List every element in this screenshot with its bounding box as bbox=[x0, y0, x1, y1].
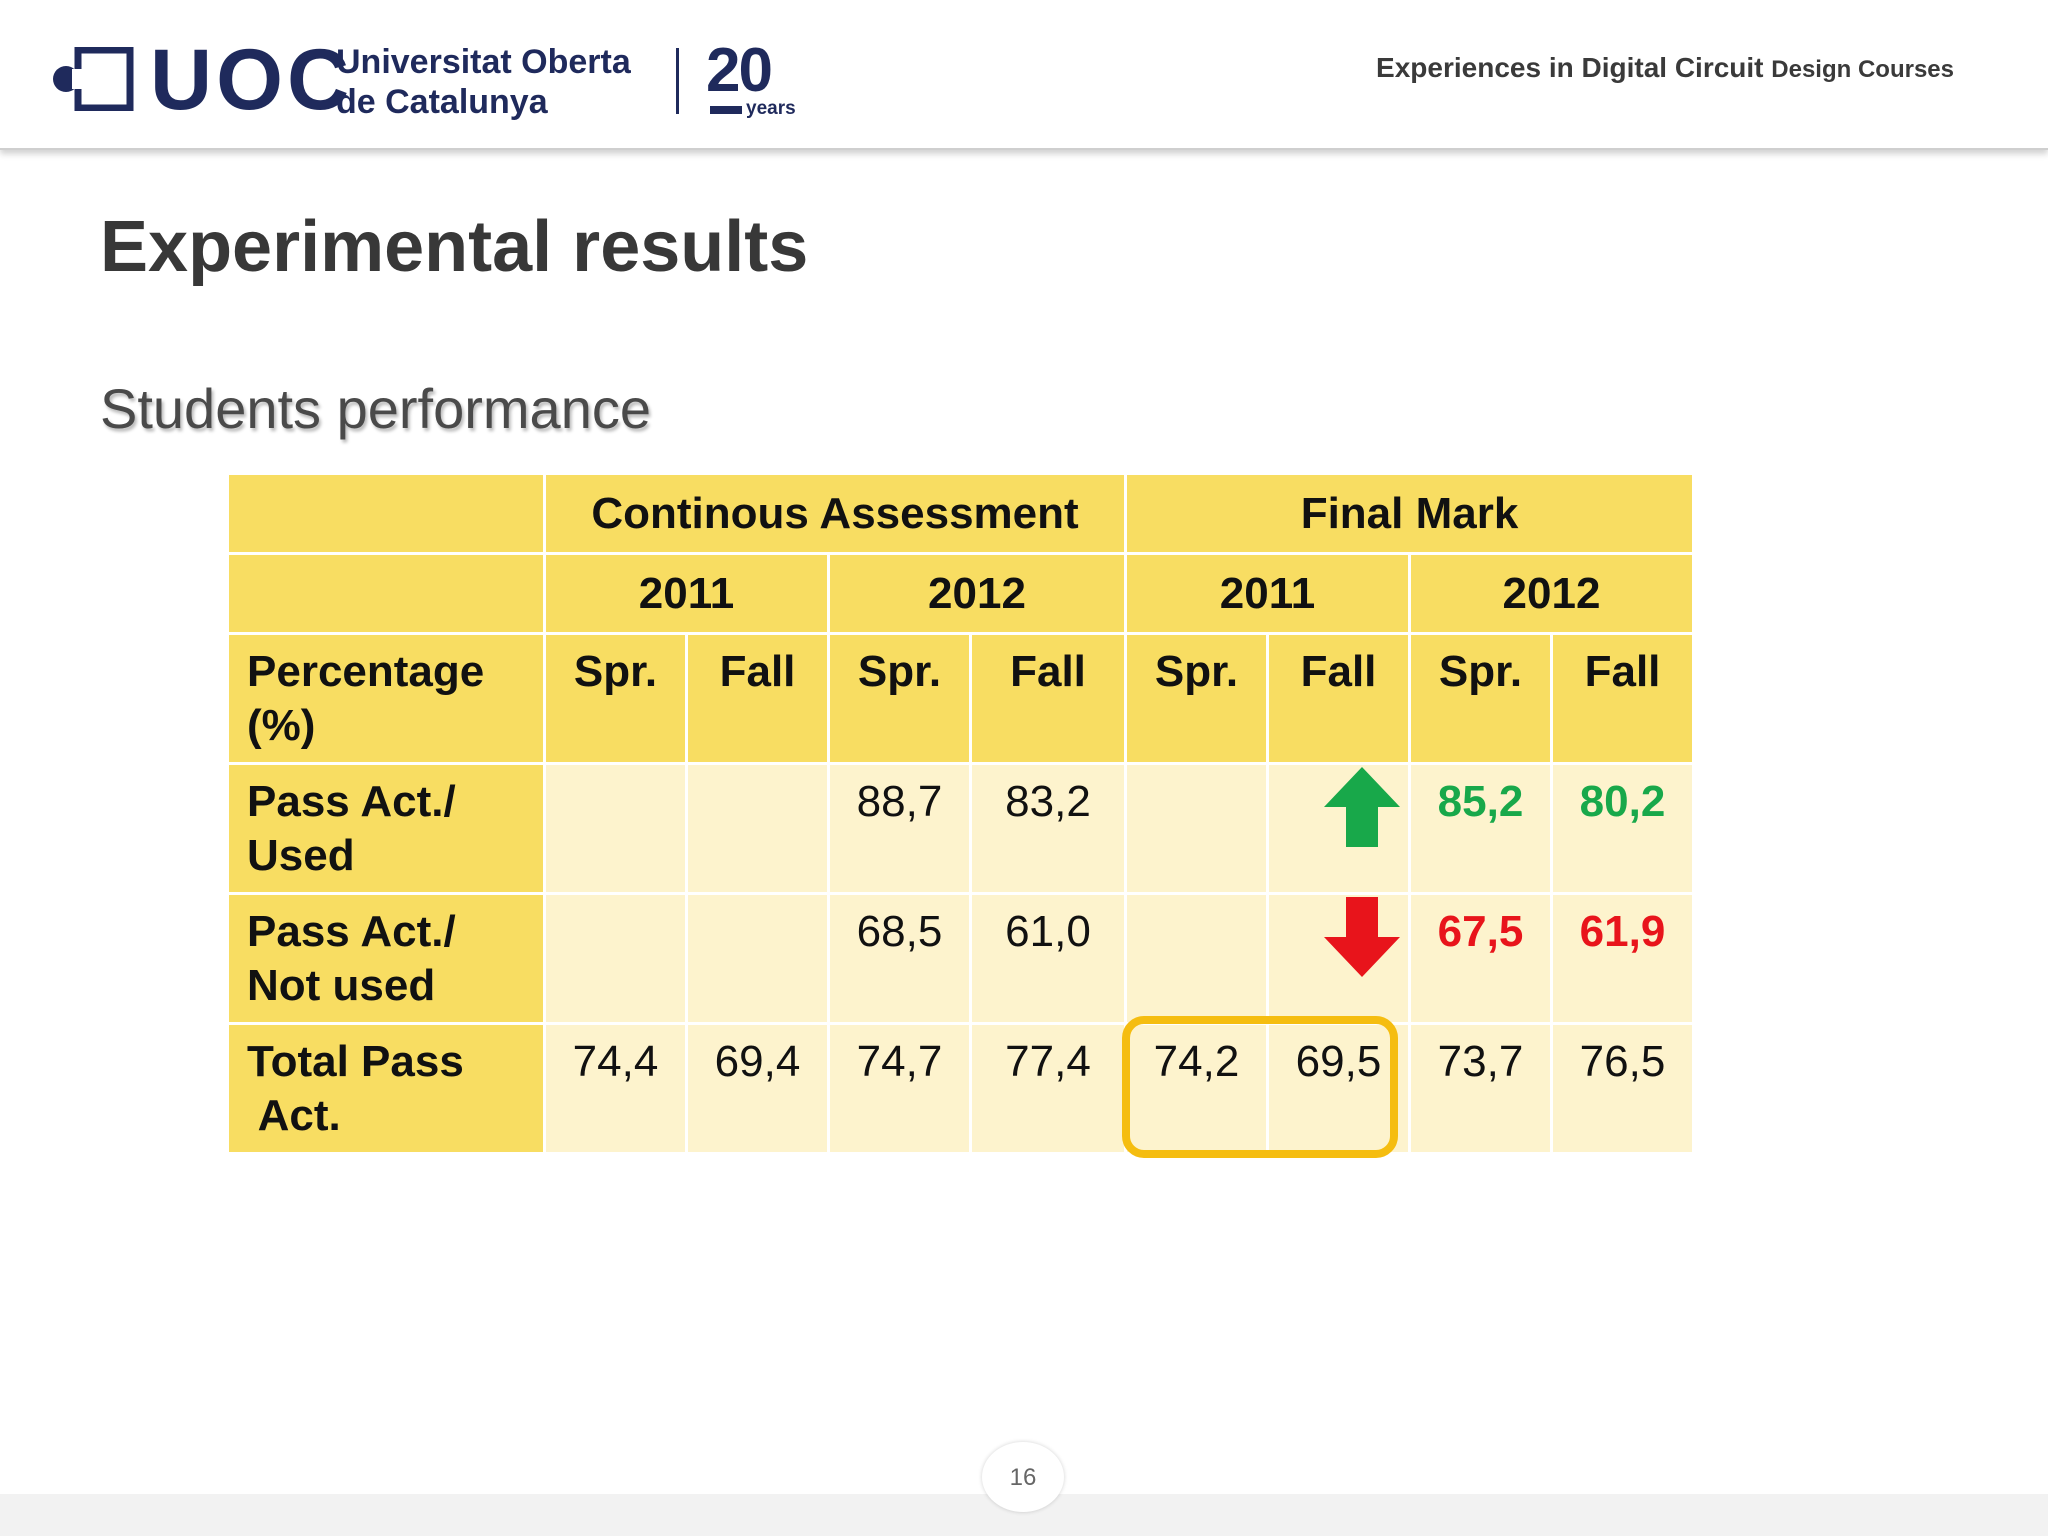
table-cell-improved: 80,2 bbox=[1550, 762, 1695, 895]
university-name: Universitat Oberta de Catalunya bbox=[336, 42, 631, 122]
row-label-line2: Used bbox=[247, 831, 355, 880]
course-title-small: Design Courses bbox=[1771, 56, 1954, 83]
table-cell: 61,0 bbox=[969, 892, 1127, 1025]
term-header: Spr. bbox=[1408, 632, 1553, 765]
page-title: Experimental results bbox=[100, 207, 809, 287]
course-title-main: Experiences in Digital Circuit bbox=[1376, 52, 1764, 83]
group-header-continuous-assessment: Continous Assessment bbox=[543, 472, 1127, 555]
row-label-line1: Total Pass bbox=[247, 1037, 464, 1086]
table-cell bbox=[543, 892, 688, 1025]
table-row-total-pass: Total Pass Act. 74,4 69,4 74,7 77,4 74,2… bbox=[226, 1022, 1695, 1155]
table-cell-declined: 67,5 bbox=[1408, 892, 1553, 1025]
table-cell-declined: 61,9 bbox=[1550, 892, 1695, 1025]
term-header: Fall bbox=[685, 632, 830, 765]
table-cell: 69,5 bbox=[1266, 1022, 1411, 1155]
table-cell bbox=[543, 762, 688, 895]
row-label-line2: Act. bbox=[247, 1091, 341, 1140]
term-header: Fall bbox=[1266, 632, 1411, 765]
term-header: Fall bbox=[1550, 632, 1695, 765]
table-cell: 74,7 bbox=[827, 1022, 972, 1155]
row-header-percentage: Percentage (%) bbox=[226, 632, 546, 765]
table-cell-improved: 85,2 bbox=[1408, 762, 1553, 895]
table-row-pass-used: Pass Act./ Used 88,7 83,2 85,2 80,2 bbox=[226, 762, 1695, 895]
row-header-percentage-line2: (%) bbox=[247, 701, 316, 750]
table-cell: 69,4 bbox=[685, 1022, 830, 1155]
row-label-pass-used: Pass Act./ Used bbox=[226, 762, 546, 895]
term-header: Spr. bbox=[827, 632, 972, 765]
table-cell: 74,4 bbox=[543, 1022, 688, 1155]
year-header: 2012 bbox=[1408, 552, 1695, 635]
university-name-line1: Universitat Oberta bbox=[336, 43, 631, 81]
arrow-down-icon bbox=[1324, 897, 1400, 977]
table-corner-cell bbox=[226, 472, 546, 555]
row-label-line1: Pass Act./ bbox=[247, 777, 456, 826]
highlight-box bbox=[1122, 1016, 1398, 1158]
table-cell: 73,7 bbox=[1408, 1022, 1553, 1155]
uoc-logo-mark-icon bbox=[53, 47, 134, 111]
course-title: Experiences in Digital Circuit Design Co… bbox=[1376, 52, 1954, 84]
table-row-pass-not-used: Pass Act./ Not used 68,5 61,0 67,5 61,9 bbox=[226, 892, 1695, 1025]
year-header: 2011 bbox=[543, 552, 830, 635]
table-cell bbox=[685, 762, 830, 895]
anniversary-number: 20 bbox=[706, 36, 773, 105]
table-cell bbox=[1124, 762, 1269, 895]
logo-separator bbox=[676, 48, 679, 114]
year-header: 2012 bbox=[827, 552, 1127, 635]
table-cell: 76,5 bbox=[1550, 1022, 1695, 1155]
table-cell: 74,2 bbox=[1124, 1022, 1269, 1155]
row-header-percentage-line1: Percentage bbox=[247, 647, 485, 696]
table-cell: 68,5 bbox=[827, 892, 972, 1025]
row-label-total-pass: Total Pass Act. bbox=[226, 1022, 546, 1155]
table-cell: 83,2 bbox=[969, 762, 1127, 895]
term-header: Spr. bbox=[543, 632, 688, 765]
results-table: Continous Assessment Final Mark 2011 201… bbox=[226, 472, 1695, 1155]
table-cell bbox=[685, 892, 830, 1025]
anniversary-badge: 20 years bbox=[706, 38, 796, 120]
term-header: Fall bbox=[969, 632, 1127, 765]
table-cell: 77,4 bbox=[969, 1022, 1127, 1155]
table-cell: 88,7 bbox=[827, 762, 972, 895]
table-cell-trend bbox=[1266, 762, 1411, 895]
table-cell-trend bbox=[1266, 892, 1411, 1025]
table-year-header-row: 2011 2012 2011 2012 bbox=[226, 552, 1695, 635]
anniversary-bar bbox=[710, 106, 742, 114]
slide-header: UOC Universitat Oberta de Catalunya 20 y… bbox=[0, 0, 2048, 150]
row-label-pass-not-used: Pass Act./ Not used bbox=[226, 892, 546, 1025]
table-group-header-row: Continous Assessment Final Mark bbox=[226, 472, 1695, 555]
university-name-line2: de Catalunya bbox=[336, 83, 548, 121]
row-label-line2: Not used bbox=[247, 961, 436, 1010]
group-header-final-mark: Final Mark bbox=[1124, 472, 1695, 555]
results-table-wrapper: Continous Assessment Final Mark 2011 201… bbox=[226, 472, 1695, 1155]
table-corner-cell-2 bbox=[226, 552, 546, 635]
row-label-line1: Pass Act./ bbox=[247, 907, 456, 956]
anniversary-word: years bbox=[746, 98, 796, 119]
table-cell bbox=[1124, 892, 1269, 1025]
arrow-up-icon bbox=[1324, 767, 1400, 847]
table-term-header-row: Percentage (%) Spr. Fall Spr. Fall Spr. … bbox=[226, 632, 1695, 765]
year-header: 2011 bbox=[1124, 552, 1411, 635]
page-subtitle: Students performance bbox=[100, 377, 651, 440]
uoc-logo-text: UOC bbox=[150, 32, 354, 128]
term-header: Spr. bbox=[1124, 632, 1269, 765]
page-number: 16 bbox=[982, 1442, 1064, 1512]
